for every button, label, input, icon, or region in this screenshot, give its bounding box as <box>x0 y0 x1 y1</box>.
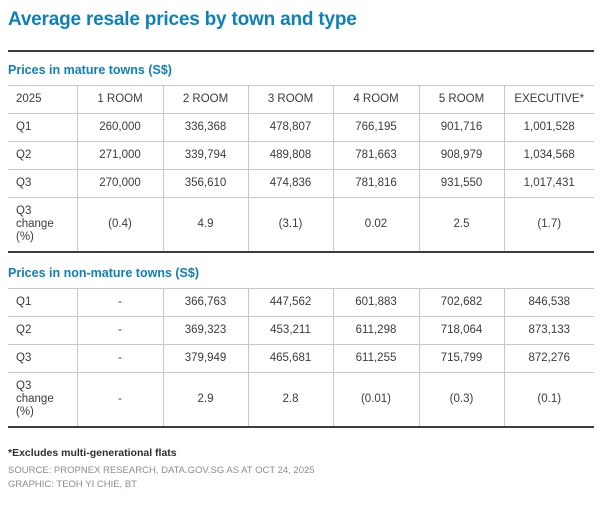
table-cell: 846,538 <box>503 288 594 317</box>
table-cell: 718,064 <box>418 316 504 345</box>
row-label: Q2 <box>8 316 77 345</box>
table-cell: 901,716 <box>418 113 504 142</box>
table-cell: 2.8 <box>247 372 333 427</box>
page-title: Average resale prices by town and type <box>8 9 357 30</box>
table-cell: 1,017,431 <box>503 169 594 198</box>
table-cell: 489,808 <box>247 141 333 170</box>
table-cell: (1.7) <box>503 197 594 252</box>
table-cell: 1,001,528 <box>503 113 594 142</box>
table-cell: 270,000 <box>76 169 163 198</box>
table-cell: 611,255 <box>332 344 419 373</box>
table-row: Q2-369,323 453,211 611,298 718,064 873,133 <box>8 316 594 345</box>
table-row: Q3 change (%) (0.4) 4.9 (3.1) 0.02 2.5 (1.7) <box>8 197 594 252</box>
mature-towns-table: 2025 1 ROOM 2 ROOM 3 ROOM 4 ROOM 5 ROOM EXECUT… <box>8 85 594 253</box>
table-cell: 715,799 <box>418 344 504 373</box>
table-cell: 369,323 <box>162 316 248 345</box>
row-label: Q3 change (%) <box>8 372 77 427</box>
table-cell: 1,034,568 <box>503 141 594 170</box>
table-cell: 908,979 <box>418 141 504 170</box>
row-label: Q2 <box>8 141 77 170</box>
non-mature-section-heading: Prices in non-mature towns (S$) <box>8 266 200 280</box>
table-cell: (0.01) <box>332 372 419 427</box>
row-label: Q1 <box>8 113 77 142</box>
infographic: Average resale prices by town and type P… <box>8 9 594 490</box>
table-cell: 601,883 <box>332 288 419 317</box>
title-divider <box>8 50 594 52</box>
column-header: 1 ROOM <box>76 85 163 114</box>
credit-line: GRAPHIC: TEOH YI CHIE, BT <box>8 479 137 490</box>
row-label: Q3 change (%) <box>8 197 77 252</box>
table-cell: - <box>76 372 163 427</box>
row-label: Q3 <box>8 169 77 198</box>
table-cell: 366,763 <box>162 288 248 317</box>
column-header: EXECUTIVE* <box>503 85 594 114</box>
column-header: 3 ROOM <box>247 85 333 114</box>
table-cell: 611,298 <box>332 316 419 345</box>
column-header: 4 ROOM <box>332 85 419 114</box>
year-header: 2025 <box>8 85 77 114</box>
table-row: Q3 270,000 356,610 474,836 781,816 931,550 1,0… <box>8 169 594 198</box>
table-cell: 872,276 <box>503 344 594 373</box>
non-mature-towns-table: Q1-366,763 447,562 601,883 702,682 846,538 Q2… <box>8 288 594 428</box>
table-cell: 447,562 <box>247 288 333 317</box>
table-row: Q2 271,000 339,794 489,808 781,663 908,979 1,0… <box>8 141 594 170</box>
source-line: SOURCE: PROPNEX RESEARCH, DATA.GOV.SG AS… <box>8 465 315 476</box>
table-cell: 931,550 <box>418 169 504 198</box>
table-cell: 4.9 <box>162 197 248 252</box>
row-label: Q1 <box>8 288 77 317</box>
table-cell: (0.4) <box>76 197 163 252</box>
table-cell: - <box>76 344 163 373</box>
table-cell: 781,663 <box>332 141 419 170</box>
table-cell: 339,794 <box>162 141 248 170</box>
table-cell: 271,000 <box>76 141 163 170</box>
table-cell: (3.1) <box>247 197 333 252</box>
row-label: Q3 <box>8 344 77 373</box>
column-header: 2 ROOM <box>162 85 248 114</box>
table-row: Q1-366,763 447,562 601,883 702,682 846,538 <box>8 288 594 317</box>
table-cell: (0.3) <box>418 372 504 427</box>
table-cell: - <box>76 288 163 317</box>
mature-section-heading: Prices in mature towns (S$) <box>8 63 172 77</box>
table-cell: 702,682 <box>418 288 504 317</box>
table-cell: 260,000 <box>76 113 163 142</box>
table-cell: 379,949 <box>162 344 248 373</box>
footnote: *Excludes multi-generational flats <box>8 447 177 459</box>
table-cell: 2.9 <box>162 372 248 427</box>
table-cell: 474,836 <box>247 169 333 198</box>
table-cell: 0.02 <box>332 197 419 252</box>
table-cell: (0.1) <box>503 372 594 427</box>
table-row: Q3 change (%) -2.9 2.8 (0.01) (0.3) (0.1) <box>8 372 594 427</box>
table-row: Q1 260,000 336,368 478,807 766,195 901,716 1,0… <box>8 113 594 142</box>
table-cell: 336,368 <box>162 113 248 142</box>
table-cell: 453,211 <box>247 316 333 345</box>
column-header: 5 ROOM <box>418 85 504 114</box>
table-row: Q3-379,949 465,681 611,255 715,799 872,276 <box>8 344 594 373</box>
table-cell: 781,816 <box>332 169 419 198</box>
table-cell: - <box>76 316 163 345</box>
table-cell: 465,681 <box>247 344 333 373</box>
table-cell: 356,610 <box>162 169 248 198</box>
table-cell: 2.5 <box>418 197 504 252</box>
table-cell: 873,133 <box>503 316 594 345</box>
table-cell: 766,195 <box>332 113 419 142</box>
table-header-row: 2025 1 ROOM 2 ROOM 3 ROOM 4 ROOM 5 ROOM EXECUT… <box>8 85 594 114</box>
table-cell: 478,807 <box>247 113 333 142</box>
